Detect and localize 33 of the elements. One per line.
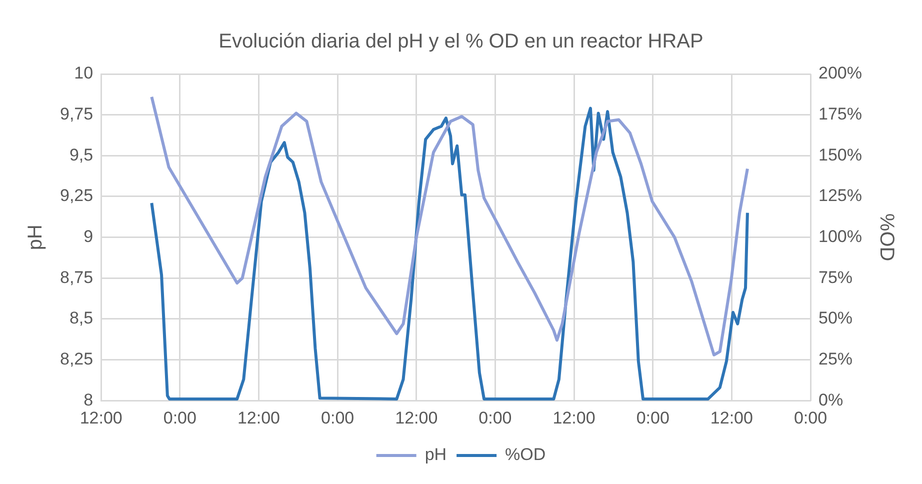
x-tick-label: 12:00 [710, 408, 753, 428]
y-tick-label: 8,5 [69, 308, 94, 328]
y-tick-label: 9,25 [60, 186, 94, 206]
y2-tick-label: 150% [818, 145, 862, 164]
y2-tick-label: 75% [818, 268, 853, 287]
y2-tick-label: 0% [818, 390, 844, 410]
x-tick-label: 0:00 [478, 408, 512, 428]
y-tick-label: 8,25 [60, 349, 94, 368]
x-tick-label: 12:00 [552, 408, 596, 428]
legend-label: pH [424, 445, 447, 464]
y-tick-label: 8,75 [60, 268, 94, 287]
x-tick-label: 12:00 [395, 408, 438, 428]
y2-axis-title: %OD [875, 213, 898, 262]
x-tick-label: 0:00 [636, 408, 670, 428]
y2-tick-label: 175% [818, 104, 862, 124]
y2-tick-label: 100% [818, 226, 862, 246]
legend-label: %OD [505, 445, 546, 464]
y-tick-label: 9 [84, 226, 94, 246]
y2-tick-label: 25% [818, 349, 853, 368]
x-tick-label: 12:00 [80, 408, 122, 428]
y2-tick-label: 200% [818, 64, 862, 83]
y-axis-title: pH [24, 224, 47, 250]
y-tick-label: 8 [84, 390, 94, 410]
chart-title: Evolución diaria del pH y el % OD en un reactor HRAP [218, 30, 704, 53]
y2-tick-label: 50% [818, 308, 853, 328]
x-tick-label: 0:00 [321, 408, 354, 428]
y-tick-label: 9,5 [69, 145, 94, 164]
x-tick-label: 0:00 [163, 408, 196, 428]
x-tick-label: 12:00 [237, 408, 280, 428]
y-tick-label: 9,75 [60, 104, 94, 124]
x-tick-label: 0:00 [794, 408, 828, 428]
y2-tick-label: 125% [818, 186, 862, 206]
y-tick-label: 10 [74, 64, 94, 83]
